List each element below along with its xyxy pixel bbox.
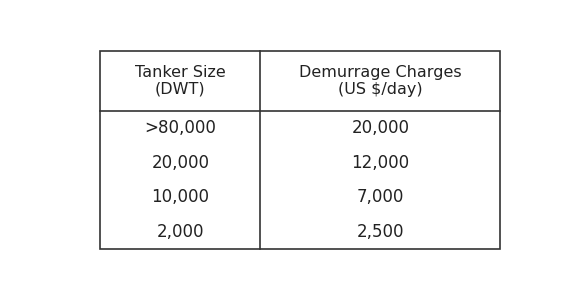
Text: Demurrage Charges
(US $/day): Demurrage Charges (US $/day) — [299, 64, 462, 97]
Bar — [101, 51, 500, 250]
Text: 20,000: 20,000 — [351, 119, 409, 137]
Text: 2,000: 2,000 — [156, 223, 204, 241]
Text: 2,500: 2,500 — [356, 223, 404, 241]
Text: 7,000: 7,000 — [356, 188, 404, 206]
Text: 12,000: 12,000 — [351, 154, 409, 172]
Text: 10,000: 10,000 — [151, 188, 209, 206]
Text: >80,000: >80,000 — [145, 119, 216, 137]
Text: Tanker Size
(DWT): Tanker Size (DWT) — [135, 64, 226, 97]
Text: 20,000: 20,000 — [151, 154, 209, 172]
